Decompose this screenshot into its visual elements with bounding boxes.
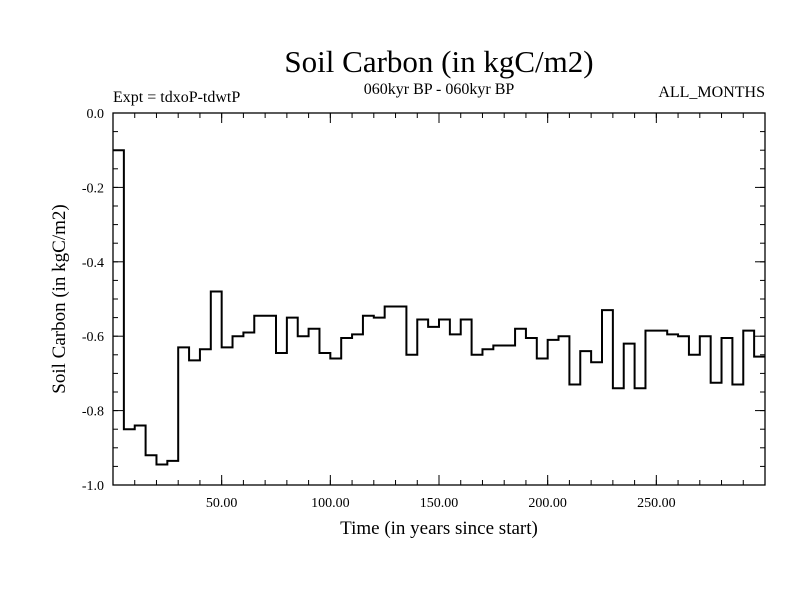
axis-ticks: [113, 112, 765, 486]
soil-carbon-series-line: [113, 149, 765, 466]
y-tick-label: -1.0: [82, 479, 104, 494]
x-tick-label: 200.00: [528, 496, 567, 511]
experiment-label: Expt = tdxoP-tdwtP: [113, 89, 240, 106]
y-tick-label: -0.8: [82, 405, 104, 420]
x-tick-label: 250.00: [637, 496, 676, 511]
y-tick-label: -0.6: [82, 330, 104, 345]
period-subtitle: 060kyr BP - 060kyr BP: [364, 81, 515, 98]
chart-title: Soil Carbon (in kgC/m2): [284, 44, 593, 79]
tick-labels: 50.00 100.00 150.00 200.00 250.00 0.0 -0.2 -0.4…: [82, 107, 676, 511]
y-tick-label: -0.2: [82, 181, 104, 196]
x-tick-label: 100.00: [311, 496, 350, 511]
x-tick-label: 150.00: [420, 496, 459, 511]
months-label: ALL_MONTHS: [658, 84, 765, 101]
x-axis-label: Time (in years since start): [340, 518, 538, 539]
y-tick-label: -0.4: [82, 256, 104, 271]
x-tick-label: 50.00: [206, 496, 238, 511]
plot-frame: [112, 112, 766, 486]
y-tick-label: 0.0: [87, 107, 105, 122]
y-axis-label: Soil Carbon (in kgC/m2): [49, 204, 70, 393]
